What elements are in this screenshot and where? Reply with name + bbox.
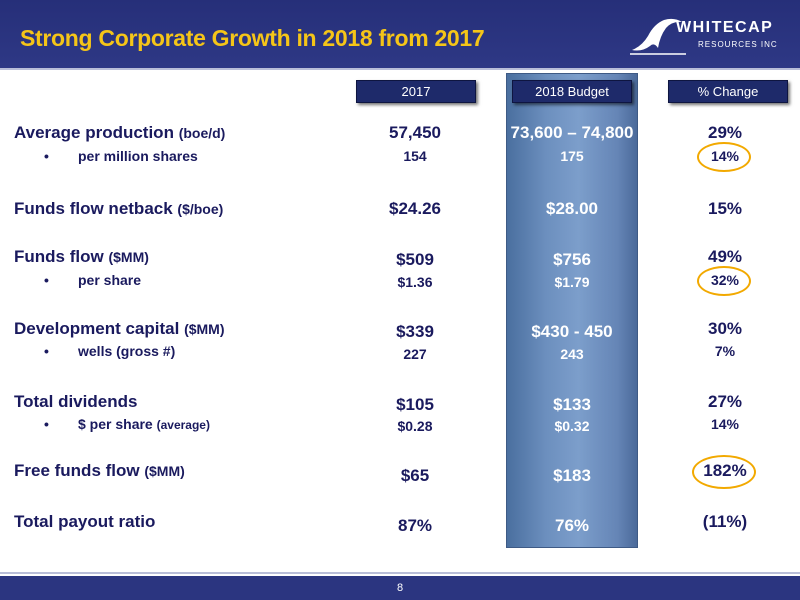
- budget-column-highlight: [506, 73, 638, 548]
- value-2018-budget: $133: [553, 395, 591, 414]
- value-2017: $65: [400, 466, 430, 485]
- value-2018-budget: 73,600 – 74,800: [510, 123, 634, 142]
- value-2017: 57,450: [389, 123, 441, 142]
- value-2018-budget: $756: [553, 250, 591, 269]
- row-label: Funds flow netback ($/boe): [14, 199, 224, 218]
- value-percent-change: 15%: [707, 199, 743, 218]
- slide-footer: [0, 576, 800, 600]
- value-percent-change: 49%: [707, 247, 743, 266]
- value-2018-budget: 76%: [554, 516, 590, 535]
- slide-header: [0, 0, 800, 68]
- sub-value-2017: 227: [403, 346, 427, 362]
- row-label: Development capital ($MM): [14, 319, 225, 338]
- sub-row-label: • $ per share (average): [44, 416, 210, 432]
- logo-subtitle: RESOURCES INC: [698, 40, 778, 49]
- highlight-circle: [697, 266, 751, 296]
- sub-row-label: • per million shares: [44, 148, 198, 164]
- value-percent-change: 30%: [707, 319, 743, 338]
- row-label: Average production (boe/d): [14, 123, 226, 142]
- sub-row-label: • per share: [44, 272, 142, 288]
- sub-value-2018-budget: $1.79: [554, 274, 590, 290]
- value-percent-change: (11%): [702, 512, 748, 531]
- slide-title: Strong Corporate Growth in 2018 from 201…: [20, 25, 485, 51]
- sub-value-2017: $1.36: [397, 274, 433, 290]
- company-logo: WHITECAP RESOURCES INC: [628, 10, 793, 62]
- value-percent-change: 29%: [707, 123, 743, 142]
- sub-value-2018-budget: 243: [560, 346, 584, 362]
- value-2017: $105: [396, 395, 434, 414]
- logo-wordmark: WHITECAP: [676, 19, 774, 36]
- header-divider: [0, 68, 800, 70]
- value-percent-change: 27%: [707, 392, 743, 411]
- page-number: 8: [396, 582, 404, 594]
- column-header-percent-change: % Change: [668, 80, 788, 103]
- sub-value-2017: $0.28: [397, 418, 433, 434]
- sub-value-percent-change: 7%: [714, 343, 736, 359]
- highlight-circle: [692, 455, 756, 489]
- sub-row-label: • wells (gross #): [44, 343, 176, 359]
- highlight-circle: [697, 142, 751, 172]
- value-2017: $509: [396, 250, 434, 269]
- row-label: Total payout ratio: [14, 512, 156, 531]
- value-2018-budget: $28.00: [546, 199, 598, 218]
- row-label: Total dividends: [14, 392, 138, 411]
- row-label: Funds flow ($MM): [14, 247, 149, 266]
- value-2018-budget: $430 - 450: [531, 322, 613, 341]
- wave-logo-icon: [630, 18, 686, 55]
- row-label: Free funds flow ($MM): [14, 461, 185, 480]
- value-2017: $339: [396, 322, 434, 341]
- sub-value-2017: 154: [403, 148, 427, 164]
- footer-divider: [0, 572, 800, 574]
- sub-value-2018-budget: $0.32: [554, 418, 590, 434]
- sub-value-2018-budget: 175: [560, 148, 584, 164]
- value-2017: $24.26: [389, 199, 441, 218]
- value-2018-budget: $183: [553, 466, 591, 485]
- column-header-2017: 2017: [356, 80, 476, 103]
- sub-value-percent-change: 14%: [710, 416, 740, 432]
- value-2017: 87%: [397, 516, 433, 535]
- column-header-2018-budget: 2018 Budget: [512, 80, 632, 103]
